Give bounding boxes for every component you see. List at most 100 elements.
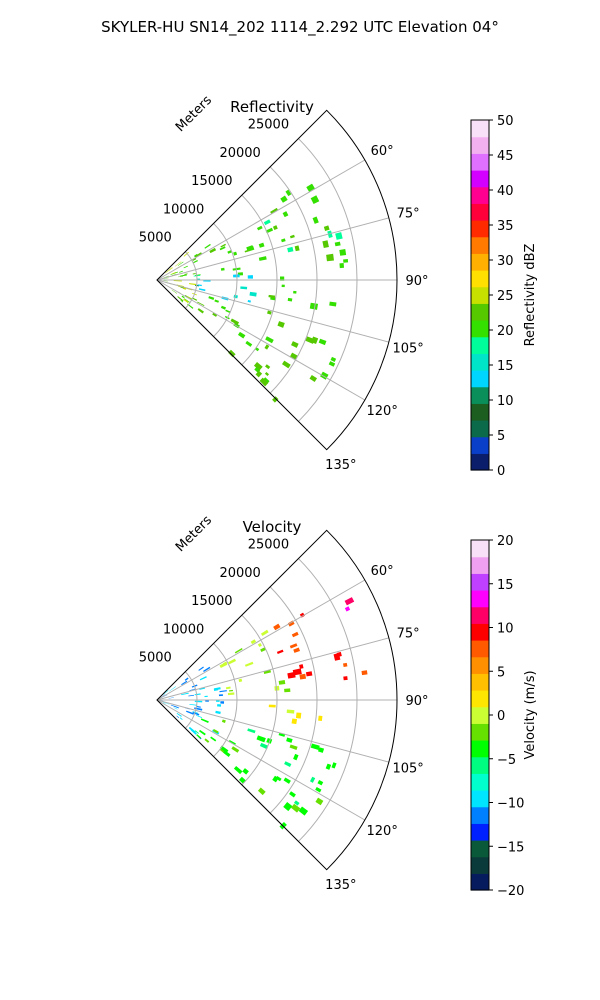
field-cell: [199, 729, 206, 736]
range-tick-label: 25000: [248, 538, 289, 553]
field-cell: [259, 742, 269, 750]
field-cell: [259, 377, 269, 387]
field-cell: [176, 712, 182, 717]
field-cell: [227, 658, 237, 665]
range-tick-label: 15000: [191, 174, 232, 189]
field-cell: [247, 275, 254, 279]
field-cell: [220, 267, 225, 271]
field-cell: [225, 309, 231, 314]
field-cell: [310, 743, 320, 751]
reflectivity-azimuth-ticks: 60° 75° 90° 105° 120° 135°: [325, 144, 428, 473]
range-tick-label: 20000: [219, 566, 260, 581]
azimuth-gridline: [156, 699, 366, 821]
field-cell: [244, 249, 250, 253]
field-cell: [250, 639, 257, 645]
field-cell: [181, 680, 188, 686]
field-cell: [317, 780, 324, 786]
azimuth-gridline: [156, 637, 389, 701]
field-cell: [281, 284, 285, 288]
colorbar-tick-label: 30: [497, 254, 514, 269]
field-cell: [247, 728, 256, 734]
colorbar-segment: [471, 873, 489, 891]
field-cell: [253, 362, 263, 371]
colorbar-segment: [471, 203, 489, 221]
field-cell: [267, 310, 272, 315]
field-cell: [264, 344, 270, 350]
field-cell: [163, 280, 168, 282]
field-cell: [176, 284, 185, 287]
colorbar-segment: [471, 253, 489, 271]
field-cell: [272, 225, 278, 231]
field-cell: [264, 371, 270, 376]
colorbar-segment: [471, 320, 489, 338]
field-cell: [291, 341, 299, 348]
field-cell: [278, 679, 286, 685]
field-cell: [257, 642, 262, 648]
colorbar-segment: [471, 640, 489, 658]
colorbar-segment: [471, 856, 489, 874]
field-cell: [344, 606, 351, 612]
colorbar-tick-label: 25: [497, 289, 514, 304]
field-cell: [284, 761, 292, 767]
field-cell: [219, 246, 226, 251]
azimuth-tick-label: 120°: [367, 404, 398, 419]
field-cell: [181, 692, 189, 696]
colorbar-tick-label: 5: [497, 665, 505, 680]
velocity-colorbar: −20 −15 −10 −5 0 5 10 15 20 Velocity (m/…: [470, 534, 538, 899]
colorbar-segment: [471, 823, 489, 841]
colorbar-segment: [471, 673, 489, 691]
field-cell: [183, 251, 189, 257]
field-cell: [287, 671, 296, 679]
field-cell: [204, 243, 211, 249]
colorbar-segment: [471, 806, 489, 824]
field-cell: [315, 787, 322, 793]
field-cell: [263, 669, 272, 675]
field-cell: [289, 643, 298, 649]
colorbar-segment: [471, 303, 489, 321]
colorbar-tick-label: 15: [497, 359, 514, 374]
colorbar-segment: [471, 590, 489, 608]
field-cell: [162, 701, 170, 705]
field-cell: [179, 270, 183, 273]
field-cell: [196, 706, 201, 708]
range-tick-label: 5000: [139, 231, 172, 246]
field-cell: [343, 258, 349, 263]
azimuth-tick-label: 75°: [397, 207, 420, 222]
field-cell: [318, 715, 323, 722]
colorbar-segment: [471, 336, 489, 354]
velocity-range-axis-label: Meters: [173, 513, 215, 555]
colorbar-segment: [471, 220, 489, 238]
field-cell: [233, 251, 238, 256]
field-cell: [215, 710, 221, 715]
field-cell: [339, 248, 347, 256]
field-cell: [246, 245, 254, 251]
field-cell: [220, 305, 227, 310]
azimuth-tick-label: 120°: [367, 824, 398, 839]
field-cell: [220, 745, 229, 753]
colorbar-segment: [471, 370, 489, 388]
field-cell: [291, 631, 299, 638]
colorbar-tick-label: −5: [497, 753, 516, 768]
colorbar-tick-label: 0: [497, 464, 505, 479]
velocity-panel: Velocity 5000 10000 15000 20000 25000 Me…: [139, 513, 538, 899]
field-cell: [195, 252, 202, 258]
colorbar-segment: [471, 136, 489, 154]
field-cell: [293, 753, 299, 761]
velocity-title: Velocity: [243, 518, 302, 536]
field-cell: [194, 730, 199, 734]
field-cell: [277, 321, 285, 328]
field-cell: [213, 688, 219, 691]
azimuth-gridline: [156, 217, 389, 281]
velocity-azimuth-ticks: 60° 75° 90° 105° 120° 135°: [325, 564, 428, 893]
field-cell: [280, 195, 288, 203]
field-cell: [289, 791, 296, 798]
colorbar-segment: [471, 656, 489, 674]
field-cell: [228, 689, 234, 692]
field-cell: [183, 298, 191, 304]
field-cell: [219, 690, 227, 693]
field-cell: [286, 737, 293, 743]
field-cell: [177, 296, 184, 302]
field-cell: [186, 710, 194, 715]
azimuth-tick-label: 105°: [392, 341, 423, 356]
field-cell: [186, 296, 192, 299]
